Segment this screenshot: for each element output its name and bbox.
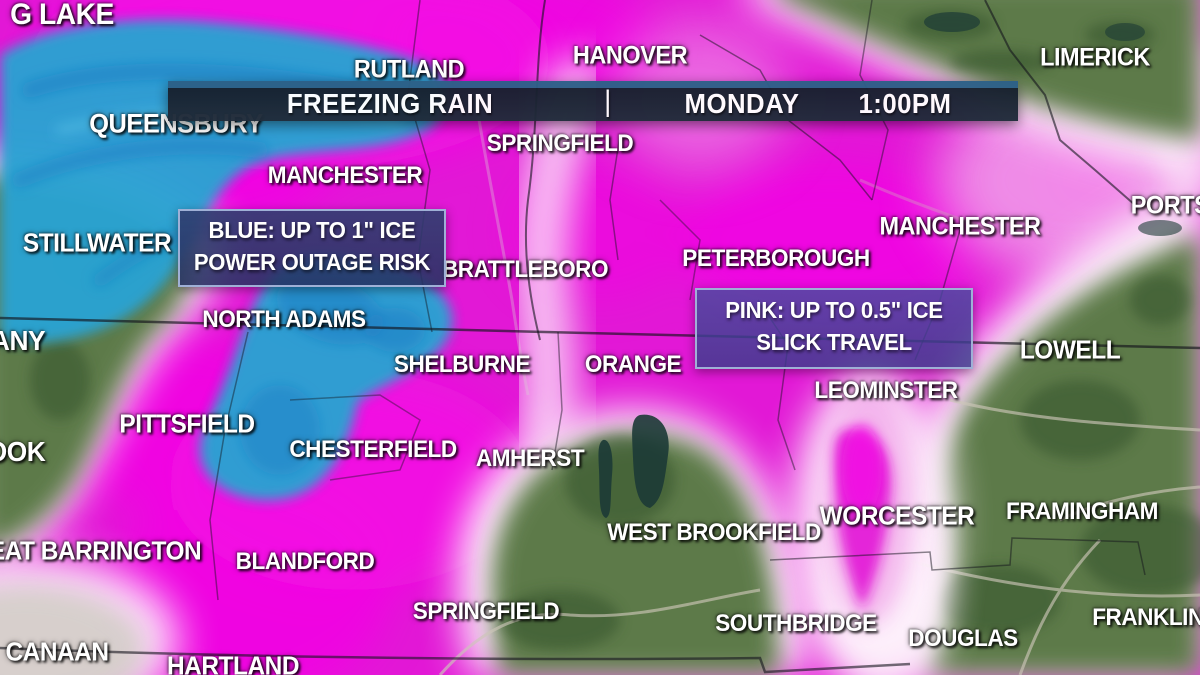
title-event-label: FREEZING RAIN (286, 88, 494, 119)
blue-heavy-ice-berkshires (199, 254, 453, 501)
callout-pink-line1: PINK: UP TO 0.5" ICE (725, 297, 943, 323)
callout-blue-line2: POWER OUTAGE RISK (193, 249, 431, 275)
title-bar: FREEZING RAIN | MONDAY 1:00PM (168, 81, 1018, 121)
title-separator: | (604, 85, 612, 118)
callout-blue-ice: BLUE: UP TO 1" ICE POWER OUTAGE RISK (178, 209, 446, 287)
lakes (598, 12, 1182, 518)
callout-pink-ice: PINK: UP TO 0.5" ICE SLICK TRAVEL (695, 288, 973, 369)
title-time-label: 1:00PM (858, 88, 952, 119)
title-day-label: MONDAY (684, 88, 800, 119)
callout-pink-line2: SLICK TRAVEL (756, 329, 912, 355)
road-lines (438, 94, 1200, 675)
river-valley-light-band (512, 57, 603, 453)
callout-blue-line1: BLUE: UP TO 1" ICE (208, 217, 416, 243)
